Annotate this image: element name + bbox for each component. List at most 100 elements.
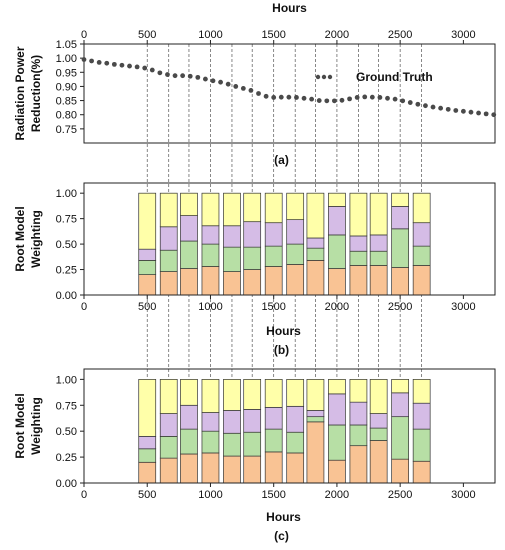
ground-truth-point <box>294 95 299 100</box>
bar-segment <box>243 269 262 296</box>
bar-segment <box>180 404 198 430</box>
ground-truth-point <box>218 79 223 85</box>
panel-c-weighting-chart: 0 500 1000 1500 2000 2500 3000 0.00 0.25 0.50 0.75… <box>13 368 496 543</box>
bar-segment <box>328 192 346 207</box>
ground-truth-point <box>453 108 459 113</box>
bar-segment <box>243 409 262 433</box>
y-tick-label: 1.00 <box>56 53 77 65</box>
legend-marker <box>321 74 327 80</box>
bar-segment <box>369 379 388 414</box>
x-tick-label: 3000 <box>451 489 475 501</box>
bar-segment <box>223 455 241 484</box>
bar-segment <box>369 265 388 296</box>
bar-segment <box>306 379 325 411</box>
x-tick-label: 1000 <box>198 29 222 41</box>
y-axis-label: Reduction(%) <box>29 55 43 132</box>
x-axis-label: Hours <box>266 510 301 524</box>
panel-label: (c) <box>274 529 289 543</box>
ground-truth-point <box>263 93 269 99</box>
bar-segment <box>223 432 241 457</box>
ground-truth-point <box>392 96 398 102</box>
bar-segment <box>159 192 178 228</box>
bar-segment <box>180 240 198 269</box>
ground-truth-point <box>369 94 375 100</box>
bar-segment <box>391 458 410 484</box>
bar-segment <box>391 392 410 418</box>
y-tick-label: 0.80 <box>56 110 77 122</box>
ground-truth-point <box>362 94 368 100</box>
ground-truth-point <box>134 64 140 70</box>
bar-segment <box>201 243 220 267</box>
ground-truth-point <box>430 104 436 110</box>
bar-segment <box>201 379 220 413</box>
plot-frame <box>83 43 496 144</box>
bar-segment <box>138 260 157 275</box>
ground-truth-point <box>423 103 428 109</box>
ground-truth-point <box>324 98 330 104</box>
ground-truth-point <box>278 94 284 100</box>
ground-truth-point <box>149 67 155 73</box>
x-tick-label: 500 <box>138 489 156 501</box>
panel-a-radiation-chart: 0 500 1000 1500 2000 2500 3000 0.75 0.80 0.85 0.90… <box>13 1 497 167</box>
bar-segment <box>264 266 283 296</box>
bar-segment <box>180 192 198 216</box>
bar-segment <box>264 428 283 453</box>
bar-segment <box>306 237 325 249</box>
bar-segment <box>369 192 388 236</box>
legend-marker <box>327 74 333 80</box>
ground-truth-point <box>347 96 352 102</box>
y-tick-label: 0.00 <box>56 290 77 302</box>
bar-segment <box>223 271 241 296</box>
bar-segment <box>264 451 283 484</box>
ground-truth-point <box>172 73 178 79</box>
bar-segment <box>286 452 305 484</box>
ground-truth-point <box>142 65 148 71</box>
bar-segment <box>391 267 410 296</box>
x-tick-label: 2500 <box>388 29 412 41</box>
bar-segment <box>349 250 368 266</box>
bar-segment <box>180 453 198 484</box>
y-tick-label: 1.00 <box>56 374 77 386</box>
bar-segment <box>328 234 346 269</box>
y-tick-label: 0.95 <box>56 67 77 79</box>
x-tick-label: 1000 <box>198 489 222 501</box>
x-tick-label: 0 <box>81 489 87 501</box>
bar-segment <box>286 243 305 265</box>
bar-segment <box>286 264 305 296</box>
ground-truth-point <box>89 58 94 64</box>
y-tick-label: 0.75 <box>56 400 77 412</box>
bar-segment <box>349 424 368 447</box>
y-axis-label: Weighting <box>29 210 43 268</box>
bar-segment <box>306 260 325 296</box>
bar-segment <box>306 192 325 239</box>
bar-segment <box>243 192 262 223</box>
y-axis-label: Root Model <box>13 393 27 458</box>
bar-segment <box>369 440 388 484</box>
x-tick-label: 500 <box>138 301 156 313</box>
bar-segment <box>180 215 198 242</box>
bar-segment <box>180 428 198 455</box>
bar-segment <box>349 265 368 296</box>
ground-truth-point <box>468 109 474 115</box>
bar-segment <box>264 379 283 408</box>
bar-segment <box>264 222 283 247</box>
bar-segment <box>159 379 178 414</box>
bar-segment <box>264 192 283 224</box>
x-tick-label: 3000 <box>451 301 475 313</box>
bar-segment <box>159 457 178 484</box>
bar-segment <box>349 235 368 252</box>
bar-segment <box>412 460 431 484</box>
panel-label: (a) <box>274 153 289 167</box>
bar-segment <box>286 219 305 245</box>
ground-truth-point <box>476 110 481 116</box>
ground-truth-point <box>127 63 132 69</box>
bar-segment <box>412 245 431 266</box>
x-tick-label: 1500 <box>261 301 285 313</box>
bar-segment <box>243 455 262 484</box>
y-tick-label: 0.50 <box>56 239 77 251</box>
x-tick-label: 2500 <box>388 301 412 313</box>
bar-segment <box>138 436 157 450</box>
y-tick-label: 0.00 <box>56 478 77 490</box>
bar-segment <box>201 412 220 432</box>
bar-segment <box>243 246 262 270</box>
